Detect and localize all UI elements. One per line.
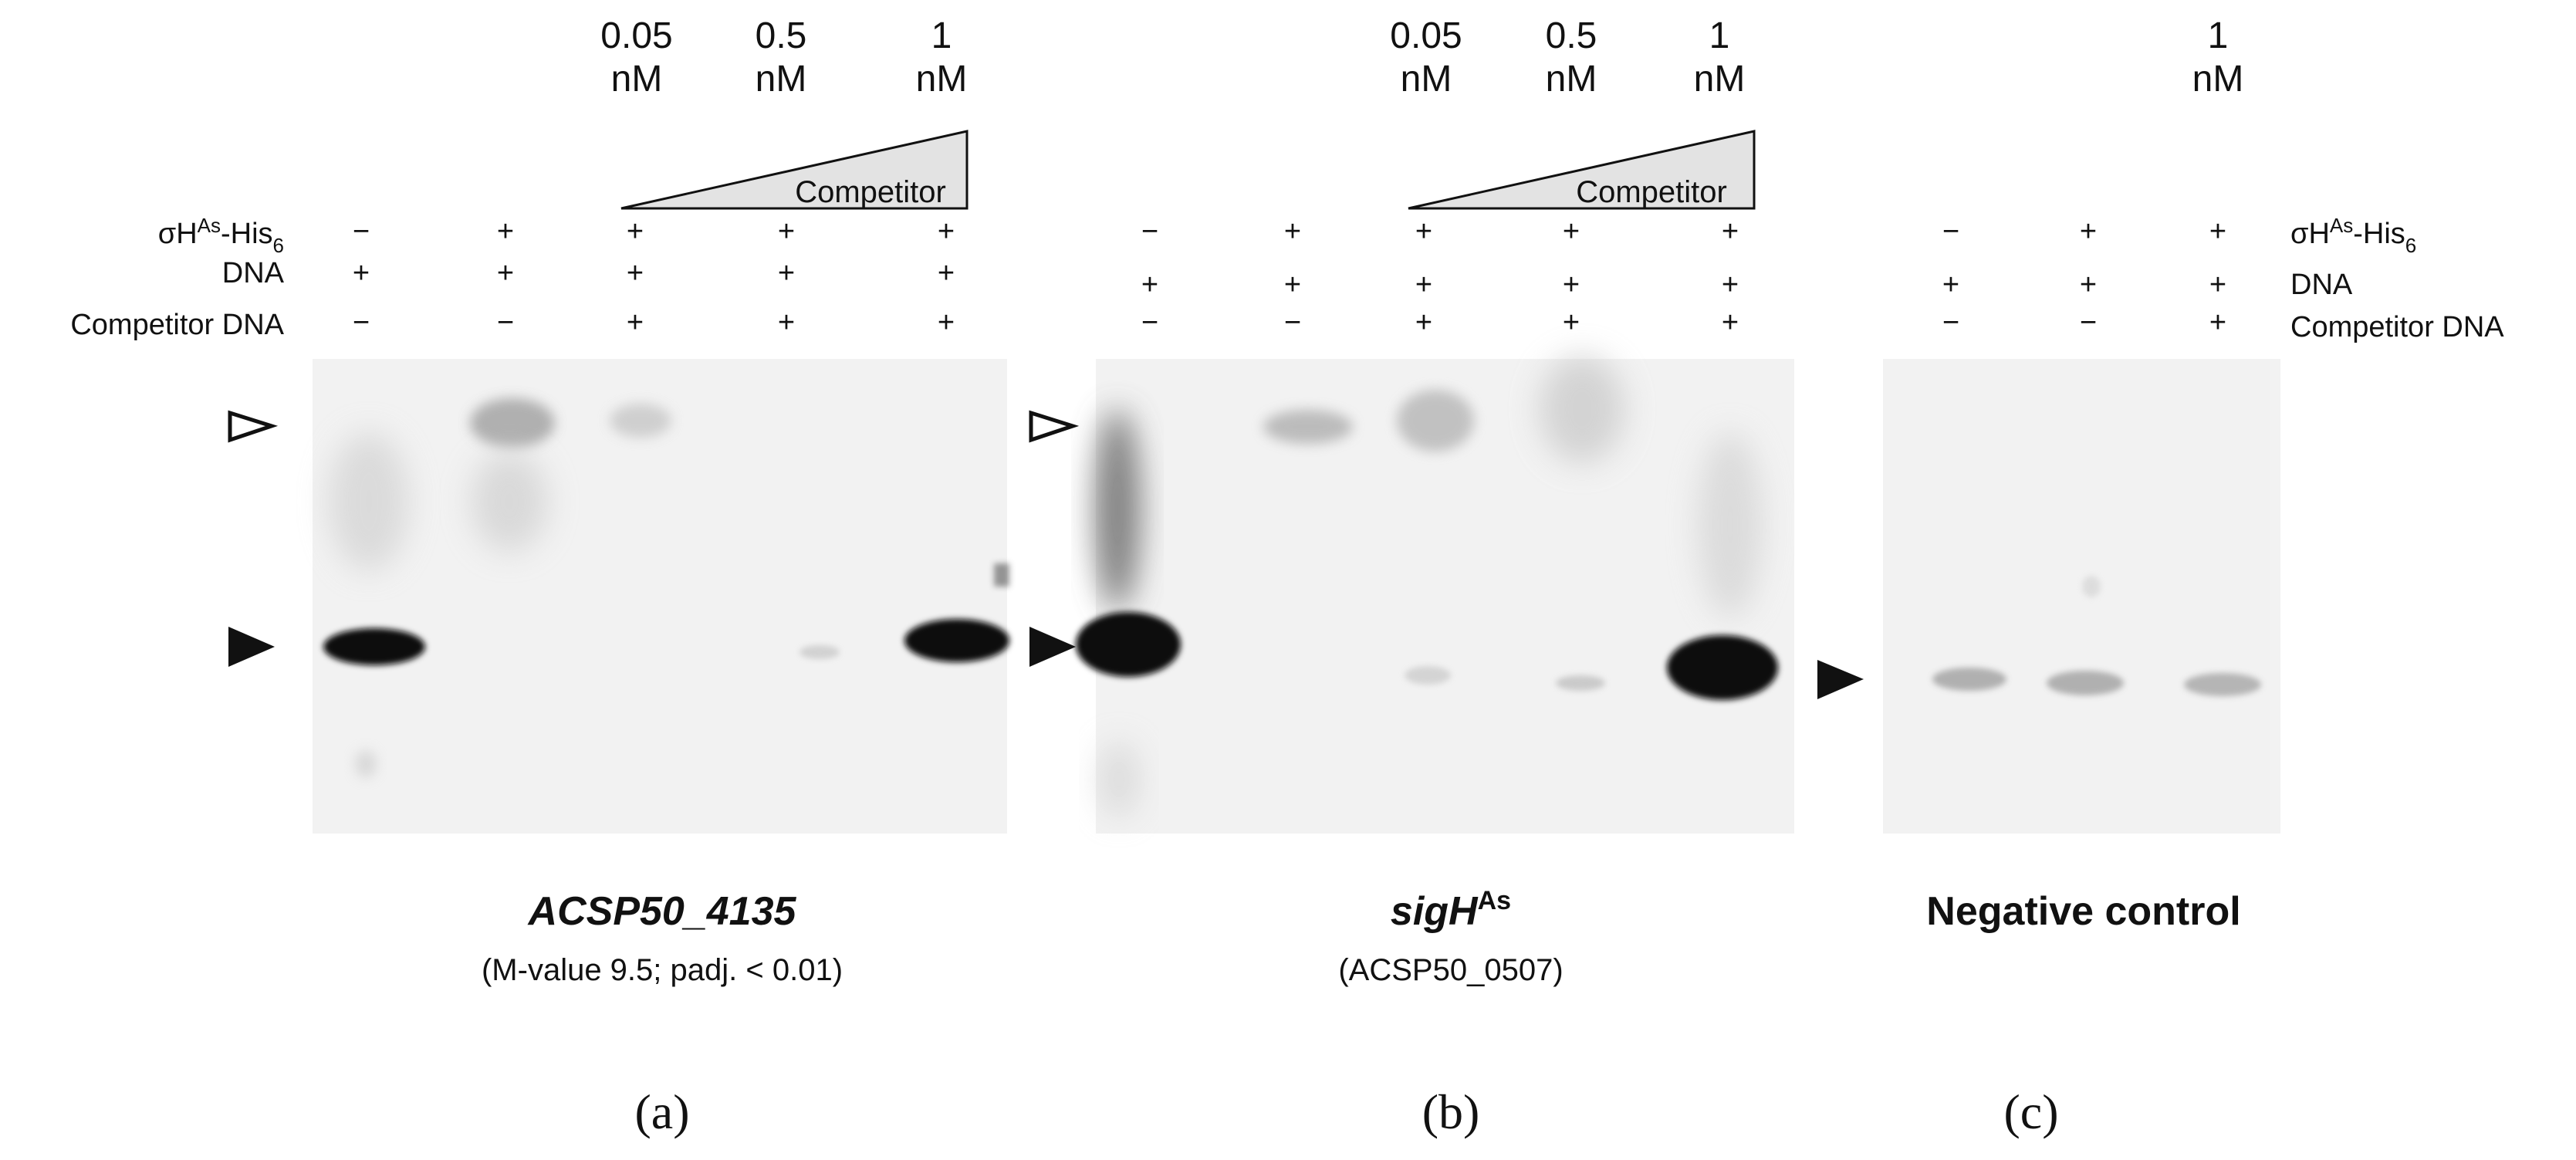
- panel-a-gel: [313, 359, 1009, 834]
- panel-b-lane1-dna: +: [1141, 269, 1158, 301]
- panel-a-lane4-sigma: +: [778, 215, 795, 248]
- panel-b-lane4-comp: +: [1563, 306, 1580, 339]
- panel-a-unit-2: nM: [756, 59, 807, 100]
- panel-c: 1 nM − + − + + − + + + σHAs-His6 DNA Com…: [1817, 15, 2504, 1139]
- panel-c-lane1-sigma: −: [1942, 215, 1959, 248]
- panel-c-free-dna-arrow: [1817, 660, 1864, 699]
- panel-b-lane5-comp: +: [1722, 306, 1739, 339]
- panel-c-lane3-comp: +: [2209, 306, 2226, 339]
- panel-b-free-dna-band-lane5: [1667, 635, 1778, 700]
- panel-b-title: sigHAs: [1391, 886, 1511, 934]
- row-label-dna-right: DNA: [2290, 269, 2353, 301]
- panel-a-unit-3: nM: [916, 59, 968, 100]
- panel-a-lane5-sigma: +: [938, 215, 955, 248]
- panel-c-label: (c): [2003, 1084, 2058, 1139]
- panel-a-lane5-comp: +: [938, 306, 955, 339]
- panel-b-competitor-label: Competitor: [1576, 175, 1727, 209]
- panel-c-title: Negative control: [1926, 889, 2240, 934]
- panel-a-lane5-dna: +: [938, 257, 955, 289]
- panel-c-lane2-comp: −: [2080, 306, 2097, 339]
- panel-b-unit-2: nM: [1546, 59, 1597, 100]
- panel-b-unit-1: nM: [1401, 59, 1452, 100]
- panel-a-title: ACSP50_4135: [527, 889, 797, 934]
- panel-b-shifted-band-lane2: [1263, 410, 1353, 444]
- panel-c-unit-1: nM: [2192, 59, 2244, 100]
- panel-b-gel: [1076, 355, 1794, 834]
- panel-a-unit-1: nM: [611, 59, 663, 100]
- row-label-dna-left: DNA: [222, 257, 285, 289]
- panel-a-lane2-sigma: +: [497, 215, 514, 248]
- panel-b-free-dna-band-lane1: [1076, 612, 1181, 677]
- panel-b-subtitle: (ACSP50_0507): [1338, 953, 1563, 987]
- panel-a-lane1-sigma: −: [353, 215, 370, 248]
- panel-a: 0.05 nM 0.5 nM 1 nM Competitor σHAs-His6…: [70, 15, 1009, 1139]
- panel-b-lane5-dna: +: [1722, 269, 1739, 301]
- panel-c-conc-1: 1: [2208, 15, 2229, 56]
- panel-a-free-dna-band-lane5: [904, 619, 1009, 662]
- panel-b-conc-3: 1: [1709, 15, 1730, 56]
- panel-a-lane1-dna: +: [353, 257, 370, 289]
- panel-b-label: (b): [1422, 1084, 1480, 1139]
- panel-b-unit-3: nM: [1694, 59, 1746, 100]
- panel-c-lane1-comp: −: [1942, 306, 1959, 339]
- panel-a-lane3-dna: +: [627, 257, 644, 289]
- panel-b-lane4-dna: +: [1563, 269, 1580, 301]
- row-label-sigma-right: σHAs-His6: [2290, 214, 2416, 257]
- panel-b-lane4-sigma: +: [1563, 215, 1580, 248]
- panel-b-lane3-comp: +: [1415, 306, 1432, 339]
- panel-a-conc-2: 0.5: [756, 15, 807, 56]
- panel-b-lane3-dna: +: [1415, 269, 1432, 301]
- row-label-sigma-left: σHAs-His6: [158, 214, 284, 257]
- panel-b-lane2-dna: +: [1284, 269, 1301, 301]
- panel-a-subtitle: (M-value 9.5; padj. < 0.01): [482, 953, 843, 987]
- panel-a-lane2-comp: −: [497, 306, 514, 339]
- panel-b-lane1-sigma: −: [1141, 215, 1158, 248]
- panel-b-lane5-sigma: +: [1722, 215, 1739, 248]
- panel-b-lane1-comp: −: [1141, 306, 1158, 339]
- row-label-competitor-right: Competitor DNA: [2290, 311, 2504, 343]
- panel-a-competitor-label: Competitor: [795, 175, 946, 209]
- panel-b-lane2-comp: −: [1284, 306, 1301, 339]
- panel-b-lane2-sigma: +: [1284, 215, 1301, 248]
- row-label-competitor-left: Competitor DNA: [70, 309, 284, 341]
- panel-c-lane2-sigma: +: [2080, 215, 2097, 248]
- panel-a-shifted-band-lane2: [470, 398, 555, 448]
- panel-b-conc-2: 0.5: [1546, 15, 1597, 56]
- panel-c-band-lane1: [1932, 668, 2006, 691]
- panel-b-lane3-sigma: +: [1415, 215, 1432, 248]
- panel-c-gel: [1883, 359, 2280, 834]
- panel-b-conc-1: 0.05: [1390, 15, 1462, 56]
- panel-a-lane1-comp: −: [353, 306, 370, 339]
- panel-a-conc-1: 0.05: [600, 15, 672, 56]
- panel-a-conc-3: 1: [931, 15, 952, 56]
- panel-b: 0.05 nM 0.5 nM 1 nM Competitor − + − + +…: [1029, 15, 1794, 1139]
- panel-c-lane2-dna: +: [2080, 269, 2097, 301]
- panel-c-lane3-sigma: +: [2209, 215, 2226, 248]
- panel-b-competitor-gradient: [1408, 130, 1756, 210]
- panel-b-complex-arrow: [1029, 410, 1080, 443]
- panel-a-competitor-gradient: [620, 130, 969, 210]
- panel-a-lane4-comp: +: [778, 306, 795, 339]
- panel-c-lane3-dna: +: [2209, 269, 2226, 301]
- panel-a-label: (a): [634, 1084, 689, 1139]
- panel-c-band-lane3: [2184, 673, 2261, 696]
- panel-b-free-dna-arrow: [1029, 627, 1076, 667]
- panel-a-lane2-dna: +: [497, 257, 514, 289]
- panel-a-free-dna-arrow: [228, 627, 275, 667]
- panel-a-lane3-sigma: +: [627, 215, 644, 248]
- panel-a-complex-arrow: [228, 410, 279, 443]
- panel-a-lane4-dna: +: [778, 257, 795, 289]
- panel-c-band-lane2: [2047, 671, 2124, 695]
- panel-c-lane1-dna: +: [1942, 269, 1959, 301]
- panel-a-lane3-comp: +: [627, 306, 644, 339]
- panel-a-free-dna-band-lane1: [323, 628, 425, 665]
